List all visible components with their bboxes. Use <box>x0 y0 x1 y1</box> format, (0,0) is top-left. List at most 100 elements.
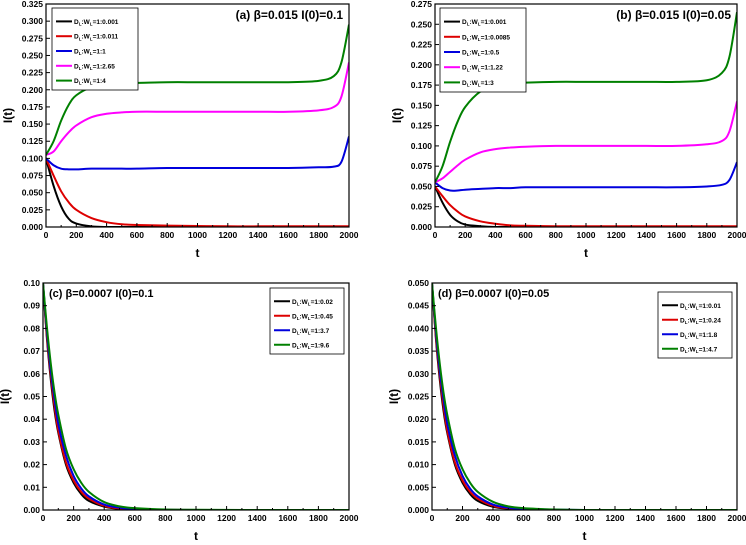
x-tick-label: 800 <box>160 230 174 240</box>
x-tick-label: 800 <box>549 230 563 240</box>
y-tick-label: 0.200 <box>22 85 44 95</box>
chart-panel-c: 0 200 400 600 800 1000 1200 1400 1600 1800 2000 0.0… <box>0 278 359 543</box>
series-line-3 <box>46 136 349 171</box>
x-tick-label: 1400 <box>637 230 656 240</box>
legend-label: DL:WL=1:0.01 <box>680 303 721 311</box>
y-tick-label: 0.125 <box>411 121 433 131</box>
legend-label: DL:WL=1:2.65 <box>74 63 115 71</box>
x-tick-label: 1400 <box>248 513 267 523</box>
legend-label: DL:WL=1:0.011 <box>74 34 118 42</box>
x-tick-label: 600 <box>516 513 530 523</box>
legend-label: DL:WL=1:1 <box>74 49 106 57</box>
y-tick-label: 0.325 <box>22 0 44 9</box>
legend-label: DL:WL=1:9.6 <box>292 342 330 350</box>
y-tick-label: 0.100 <box>411 141 433 151</box>
x-tick-label: 1400 <box>249 230 268 240</box>
y-tick-label: 0.035 <box>408 346 430 356</box>
x-tick-label: 0 <box>433 230 438 240</box>
x-tick-label: 1800 <box>697 230 716 240</box>
y-tick-label: 0.075 <box>411 161 433 171</box>
y-tick-label: 0.150 <box>411 100 433 110</box>
series-line-2 <box>435 185 737 227</box>
x-tick-label: 1600 <box>667 230 686 240</box>
legend: DL:WL=1:0.001 DL:WL=1:0.011 DL:WL=1:1 DL:WL… <box>51 7 139 91</box>
x-tick-label: 200 <box>455 513 469 523</box>
y-tick-label: 0.025 <box>411 202 433 212</box>
chart-panel-a: 0 200 400 600 800 1000 1200 1400 1600 1800 2000 0.0… <box>1 0 359 260</box>
chart-panel-b: 0 200 400 600 800 1000 1200 1400 1600 1800 2000 0.0… <box>390 0 746 260</box>
x-tick-label: 800 <box>158 513 172 523</box>
y-tick-label: 0.020 <box>408 414 430 424</box>
x-tick-label: 1000 <box>577 230 596 240</box>
series-line-1 <box>46 158 349 227</box>
x-tick-label: 1600 <box>279 230 298 240</box>
y-axis-label: I(t) <box>387 389 401 404</box>
series-line-3 <box>435 161 737 192</box>
x-tick-label: 1000 <box>188 230 207 240</box>
y-tick-label: 0.06 <box>23 369 40 379</box>
y-tick-label: 0.125 <box>22 136 44 146</box>
x-axis-label: t <box>196 246 200 260</box>
y-tick-label: 0.025 <box>22 205 44 215</box>
x-tick-label: 600 <box>519 230 533 240</box>
y-tick-label: 0.00 <box>23 505 40 515</box>
y-tick-label: 0.275 <box>411 0 433 9</box>
y-tick-label: 0.02 <box>23 460 40 470</box>
y-tick-label: 0.05 <box>23 392 40 402</box>
legend-label: DL:WL=1:4.7 <box>680 346 718 354</box>
x-tick-label: 1800 <box>309 513 328 523</box>
legend-label: DL:WL=1:0.24 <box>680 317 721 325</box>
x-axis-label: t <box>583 529 587 543</box>
x-tick-label: 200 <box>458 230 472 240</box>
legend-label: DL:WL=1:3 <box>462 80 494 88</box>
x-tick-label: 0 <box>41 513 46 523</box>
x-tick-label: 2000 <box>340 230 359 240</box>
y-tick-label: 0.015 <box>408 437 430 447</box>
y-tick-label: 0.075 <box>22 171 44 181</box>
x-tick-label: 200 <box>67 513 81 523</box>
y-tick-label: 0.08 <box>23 323 40 333</box>
panel-title: (b) β=0.015 I(0)=0.05 <box>616 8 731 22</box>
y-tick-label: 0.275 <box>22 33 44 43</box>
series-line-5 <box>435 11 737 183</box>
x-tick-label: 1000 <box>187 513 206 523</box>
y-axis-label: I(t) <box>390 108 404 123</box>
series-line-5 <box>46 24 349 156</box>
legend: DL:WL=1:0.02 DL:WL=1:0.45 DL:WL=1:3.7 DL:WL… <box>269 287 345 355</box>
y-tick-label: 0.050 <box>22 188 44 198</box>
legend-box <box>269 287 345 355</box>
legend-label: DL:WL=1:0.001 <box>74 19 119 27</box>
x-tick-label: 1000 <box>575 513 594 523</box>
legend-label: DL:WL=1:3.7 <box>292 328 330 336</box>
y-tick-label: 0.175 <box>22 102 44 112</box>
legend-label: DL:WL=1:0.5 <box>462 50 500 58</box>
y-tick-label: 0.150 <box>22 119 44 129</box>
y-tick-label: 0.050 <box>408 278 430 288</box>
y-tick-label: 0.025 <box>408 392 430 402</box>
x-tick-label: 400 <box>97 513 111 523</box>
series-line-4 <box>46 62 349 156</box>
y-tick-label: 0.03 <box>23 437 40 447</box>
x-tick-label: 2000 <box>728 230 746 240</box>
legend: DL:WL=1:0.001 DL:WL=1:0.0085 DL:WL=1:0.5 DL… <box>439 7 527 93</box>
y-tick-label: 0.040 <box>408 323 430 333</box>
x-tick-label: 1800 <box>697 513 716 523</box>
series-line-1 <box>435 186 737 227</box>
y-tick-label: 0.250 <box>22 50 44 60</box>
x-tick-label: 1200 <box>607 230 626 240</box>
x-tick-label: 1600 <box>278 513 297 523</box>
y-tick-label: 0.030 <box>408 369 430 379</box>
x-tick-label: 600 <box>130 230 144 240</box>
y-tick-label: 0.225 <box>411 40 433 50</box>
panel-title: (c) β=0.0007 I(0)=0.1 <box>49 288 154 300</box>
legend-label: DL:WL=1:0.02 <box>292 299 333 307</box>
x-tick-label: 1600 <box>667 513 686 523</box>
x-axis-label: t <box>584 246 588 260</box>
x-tick-label: 2000 <box>340 513 359 523</box>
y-tick-label: 0.225 <box>22 68 44 78</box>
legend-label: DL:WL=1:0.45 <box>292 313 333 321</box>
x-tick-label: 0 <box>44 230 49 240</box>
y-tick-label: 0.005 <box>408 482 430 492</box>
x-tick-label: 200 <box>69 230 83 240</box>
